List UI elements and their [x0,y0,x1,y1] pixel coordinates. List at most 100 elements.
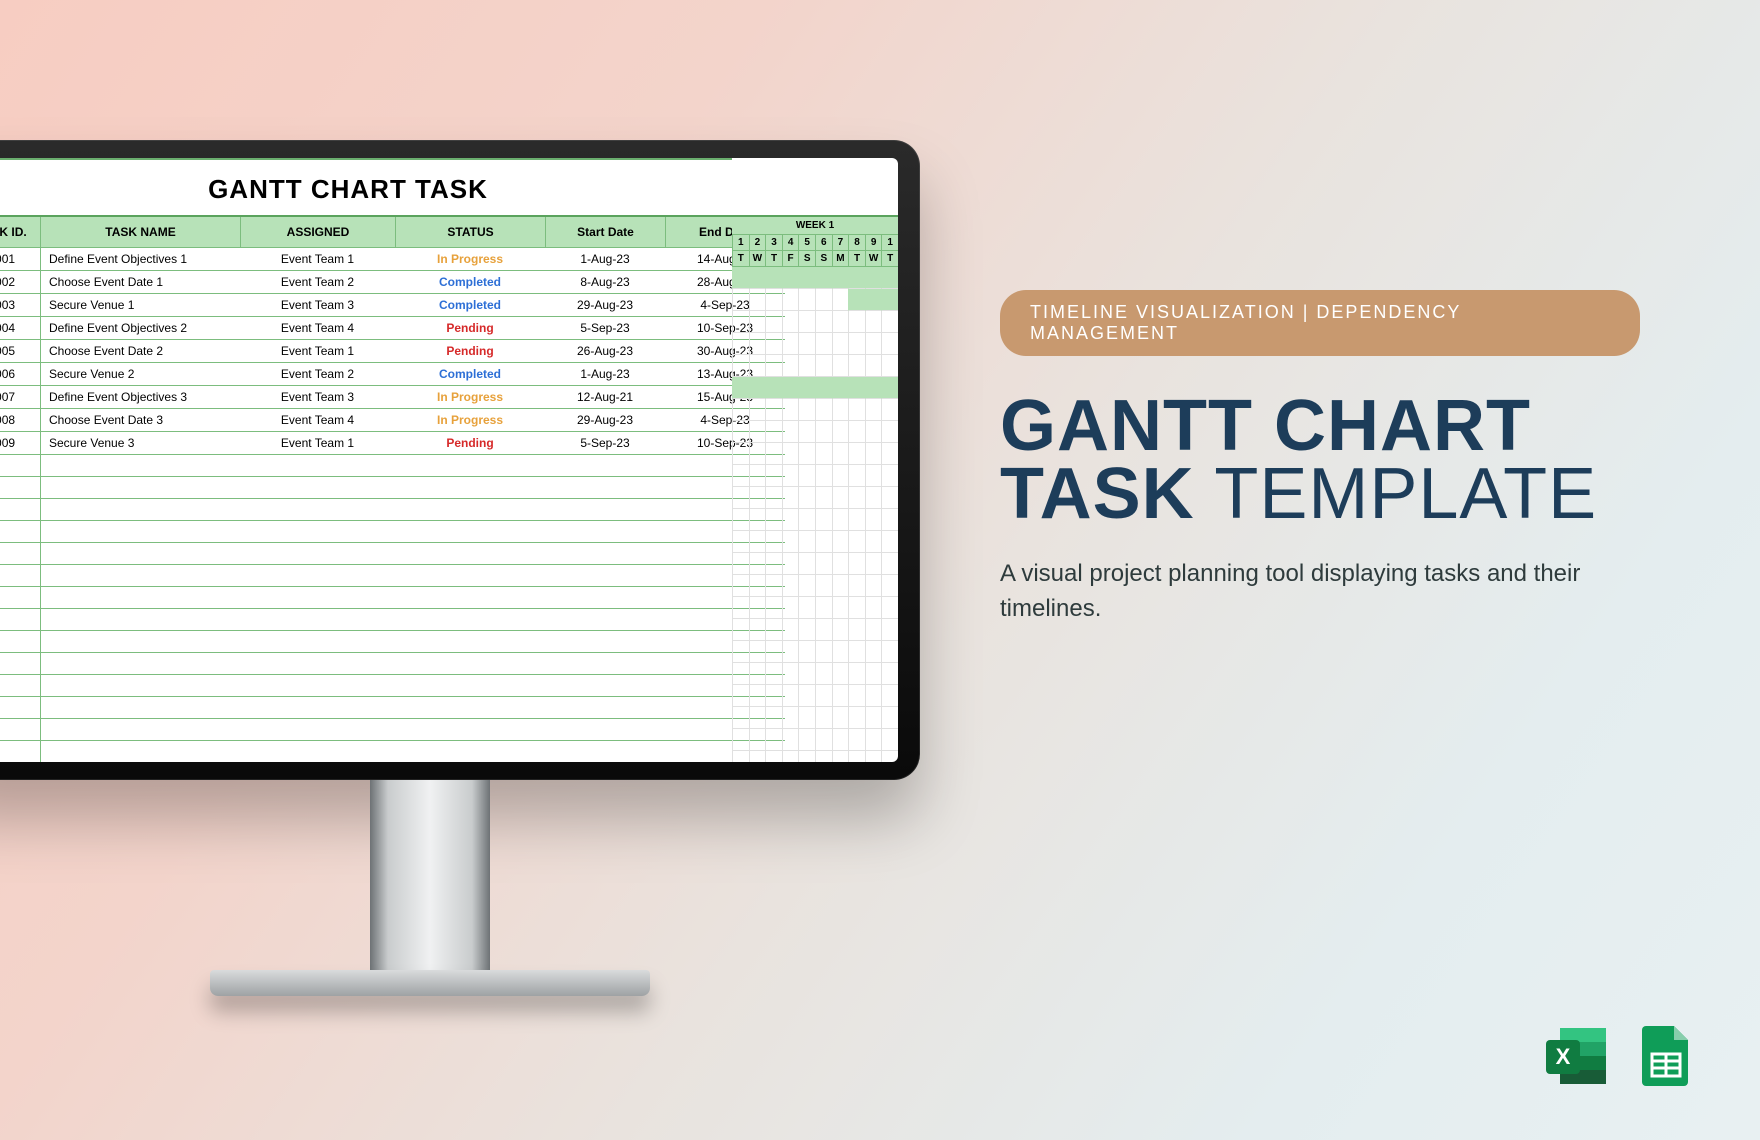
table-row[interactable] [0,477,732,499]
cell-status: Pending [395,317,545,340]
monitor-bezel: GANTT CHART TASK TASK ID. TASK NAME ASSI… [0,140,920,780]
cell-assigned: Event Team 4 [240,317,395,340]
col-start: Start Date [545,217,665,248]
monitor-screen: GANTT CHART TASK TASK ID. TASK NAME ASSI… [0,158,898,762]
week-day-number: 3 [765,235,782,251]
cell-task-name: Define Event Objectives 2 [40,317,240,340]
week-day-letter: M [832,251,849,267]
cell-task-name: Choose Event Date 2 [40,340,240,363]
gantt-row [732,465,898,487]
table-row[interactable] [0,455,732,477]
cell-assigned: Event Team 4 [240,409,395,432]
table-row[interactable]: 00-0002Choose Event Date 1Event Team 2Co… [0,271,732,294]
week-day-letter: T [881,251,898,267]
cell-task-id: 00-0006 [0,363,40,386]
week-label: WEEK 1 [732,215,898,235]
week-day-number: 1 [881,235,898,251]
cell-start: 1-Aug-23 [545,363,665,386]
table-row[interactable]: 00-0009Secure Venue 3Event Team 1Pending… [0,432,732,455]
gantt-row [732,267,898,289]
table-row[interactable]: 00-0008Choose Event Date 3Event Team 4In… [0,409,732,432]
cell-task-id: 00-0004 [0,317,40,340]
table-row[interactable] [0,719,732,741]
table-row[interactable] [0,675,732,697]
cell-task-name: Define Event Objectives 1 [40,248,240,271]
cell-task-name: Define Event Objectives 3 [40,386,240,409]
cell-assigned: Event Team 2 [240,363,395,386]
promo-panel: TIMELINE VISUALIZATION | DEPENDENCY MANA… [1000,290,1640,626]
cell-status: Pending [395,432,545,455]
gantt-row [732,399,898,421]
monitor-base [210,970,650,996]
col-status: STATUS [395,217,545,248]
gantt-row [732,751,898,762]
cell-task-name: Secure Venue 2 [40,363,240,386]
task-table-header-row: TASK ID. TASK NAME ASSIGNED STATUS Start… [0,215,732,248]
gantt-row [732,663,898,685]
week-day-letter: T [732,251,749,267]
gantt-row [732,289,898,311]
gantt-row [732,421,898,443]
table-row[interactable] [0,543,732,565]
week-day-numbers: 1234567891 [732,235,898,251]
table-row[interactable] [0,587,732,609]
gantt-row [732,509,898,531]
week-day-number: 8 [848,235,865,251]
table-row[interactable] [0,697,732,719]
promo-pill: TIMELINE VISUALIZATION | DEPENDENCY MANA… [1000,290,1640,356]
week-day-letter: S [798,251,815,267]
cell-start: 29-Aug-23 [545,294,665,317]
week-day-letter: W [865,251,882,267]
cell-assigned: Event Team 3 [240,386,395,409]
cell-start: 29-Aug-23 [545,409,665,432]
gantt-row [732,355,898,377]
week-day-letter: T [765,251,782,267]
table-row[interactable]: 00-0001Define Event Objectives 1Event Te… [0,248,732,271]
week-day-letter: W [749,251,766,267]
cell-task-id: 00-0007 [0,386,40,409]
gantt-row [732,597,898,619]
gantt-row [732,333,898,355]
cell-start: 12-Aug-21 [545,386,665,409]
table-row[interactable] [0,609,732,631]
cell-assigned: Event Team 2 [240,271,395,294]
table-row[interactable] [0,631,732,653]
week-gantt-table: WEEK 1 1234567891 TWTFSSMTWT [732,215,898,762]
cell-task-name: Secure Venue 3 [40,432,240,455]
table-row[interactable]: 00-0006Secure Venue 2Event Team 2Complet… [0,363,732,386]
cell-task-id: 00-0009 [0,432,40,455]
gantt-row [732,311,898,333]
table-row[interactable] [0,521,732,543]
app-icons: X [1544,1022,1700,1090]
headline-line2-thin: TEMPLATE [1195,454,1597,534]
week-day-number: 7 [832,235,849,251]
cell-task-name: Choose Event Date 1 [40,271,240,294]
week-day-number: 5 [798,235,815,251]
table-row[interactable] [0,499,732,521]
gantt-row [732,377,898,399]
table-row[interactable] [0,565,732,587]
gantt-row [732,575,898,597]
gantt-row [732,487,898,509]
promo-headline: GANTT CHART TASK TEMPLATE [1000,392,1640,529]
cell-task-id: 00-0001 [0,248,40,271]
table-row[interactable] [0,741,732,762]
cell-assigned: Event Team 1 [240,340,395,363]
table-row[interactable]: 00-0003Secure Venue 1Event Team 3Complet… [0,294,732,317]
cell-status: In Progress [395,248,545,271]
cell-status: Completed [395,363,545,386]
table-row[interactable] [0,653,732,675]
cell-start: 8-Aug-23 [545,271,665,294]
monitor-neck [370,780,490,970]
gantt-row [732,443,898,465]
task-table: TASK ID. TASK NAME ASSIGNED STATUS Start… [0,215,732,762]
cell-status: Completed [395,271,545,294]
table-row[interactable]: 00-0004Define Event Objectives 2Event Te… [0,317,732,340]
cell-start: 26-Aug-23 [545,340,665,363]
week-day-number: 9 [865,235,882,251]
cell-start: 5-Sep-23 [545,432,665,455]
table-row[interactable]: 00-0005Choose Event Date 2Event Team 1Pe… [0,340,732,363]
table-row[interactable]: 00-0007Define Event Objectives 3Event Te… [0,386,732,409]
gantt-row [732,685,898,707]
week-day-number: 4 [782,235,799,251]
